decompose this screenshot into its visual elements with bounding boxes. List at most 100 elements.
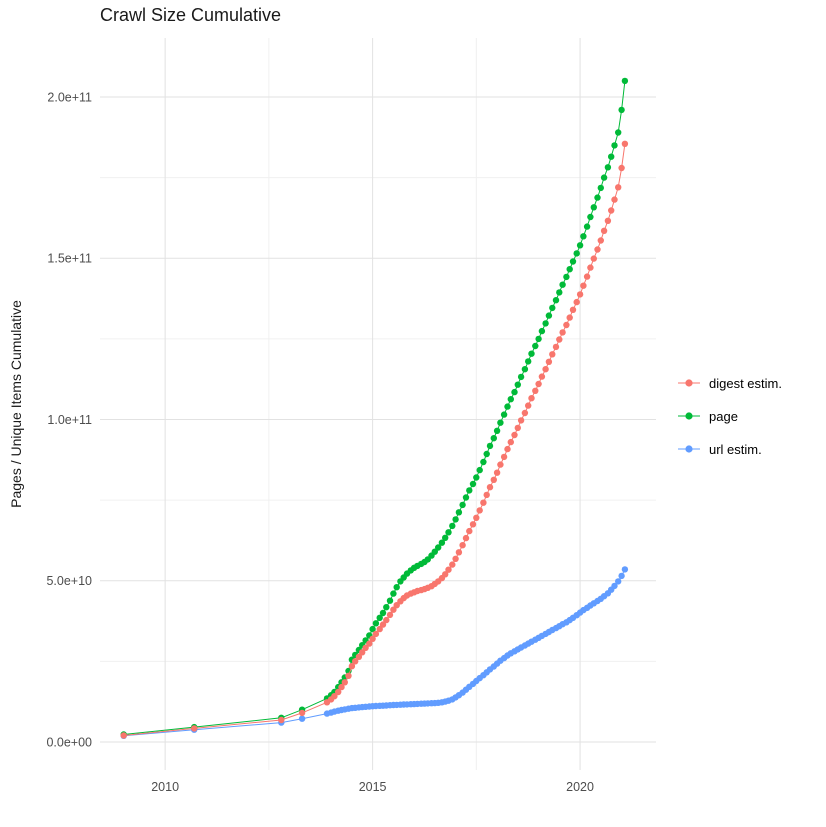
data-point-url-estim [615,578,622,585]
data-point-page [379,609,387,617]
data-point-page [507,396,514,403]
legend-item-digest-estim: digest estim. [676,374,782,392]
data-point-digest-estim [455,549,463,556]
data-point-page [573,250,580,257]
data-point-digest-estim [278,716,285,724]
data-point-digest-estim [594,246,601,253]
data-point-digest-estim [338,683,345,691]
data-point-page [576,242,584,249]
data-point-digest-estim [563,321,570,329]
data-point-page [549,304,556,312]
data-point-digest-estim [580,282,587,289]
data-point-page [580,233,587,240]
data-point-digest-estim [604,217,612,224]
data-point-digest-estim [345,672,352,679]
data-point-page [383,604,390,611]
data-point-digest-estim [521,409,529,417]
data-point-page [442,534,449,541]
data-point-page [525,358,532,365]
data-point-page [542,320,549,327]
data-point-digest-estim [341,679,348,686]
series-line-digest-estim [123,143,626,736]
data-point-digest-estim [556,336,563,343]
data-point-digest-estim [504,445,511,453]
data-point-digest-estim [549,351,556,358]
data-point-page [556,289,563,296]
data-point-digest-estim [615,184,622,191]
data-point-digest-estim [359,649,366,656]
data-point-digest-estim [535,380,542,388]
data-point-digest-estim [497,461,504,468]
legend-item-url-estim: url estim. [676,440,782,458]
data-point-page [493,427,501,434]
data-point-page [438,539,446,546]
data-point-digest-estim [517,417,525,424]
data-point-page [445,529,452,536]
data-point-digest-estim [476,507,483,514]
data-point-digest-estim [469,521,477,528]
data-point-digest-estim [298,709,306,717]
data-point-digest-estim [355,653,363,660]
data-point-page [511,388,518,396]
data-point-digest-estim [480,499,487,506]
data-point-digest-estim [449,561,456,568]
data-point-digest-estim [590,255,597,262]
data-point-page [455,509,463,516]
data-point-digest-estim [500,453,508,461]
data-point-digest-estim [445,566,452,573]
data-point-page [597,184,604,192]
data-point-digest-estim [576,291,584,298]
data-point-digest-estim [493,469,501,476]
data-point-digest-estim [552,343,560,351]
y-tick-label: 5.0e+10 [46,574,92,588]
data-point-page [486,442,494,450]
data-point-digest-estim [379,621,387,628]
data-point-digest-estim [483,491,490,499]
data-point-page [459,501,466,509]
data-point-page [393,584,400,591]
data-point-page [469,480,477,488]
data-point-digest-estim [621,140,629,147]
legend: digest estim. page url estim. [676,374,782,458]
data-point-digest-estim [473,514,480,521]
data-point-digest-estim [545,358,553,365]
x-tick-label: 2020 [566,780,594,794]
data-point-digest-estim [507,438,514,446]
y-tick-label: 2.0e+11 [47,91,92,105]
data-point-digest-estim [383,616,390,624]
data-point-page [504,403,511,410]
data-point-digest-estim [376,625,383,633]
data-point-page [369,625,376,633]
data-point-digest-estim [528,395,535,402]
data-point-url-estim [611,582,618,590]
data-point-page [466,487,473,494]
data-point-page [473,474,480,481]
data-point-page [604,164,612,171]
data-point-url-estim [618,572,625,580]
data-point-digest-estim [366,640,373,647]
data-point-digest-estim [542,366,549,373]
data-point-digest-estim [120,732,127,739]
data-point-page [569,258,577,265]
data-point-page [545,312,553,319]
data-point-page [594,194,601,201]
data-point-page [600,174,608,181]
data-point-digest-estim [466,527,473,535]
data-point-digest-estim [369,635,376,642]
legend-item-page: page [676,407,782,425]
data-point-page [563,273,570,281]
series-line-url-estim [123,569,626,737]
data-point-page [449,522,456,530]
data-point-digest-estim [442,571,449,578]
legend-label: url estim. [709,441,762,457]
y-tick-label: 1.0e+11 [47,413,92,427]
x-tick-label: 2010 [151,780,179,794]
data-point-digest-estim [611,196,618,203]
data-point-digest-estim [352,658,359,665]
data-point-page [476,466,483,474]
data-point-digest-estim [335,688,342,696]
data-point-page [587,213,594,221]
data-point-page [452,516,459,523]
